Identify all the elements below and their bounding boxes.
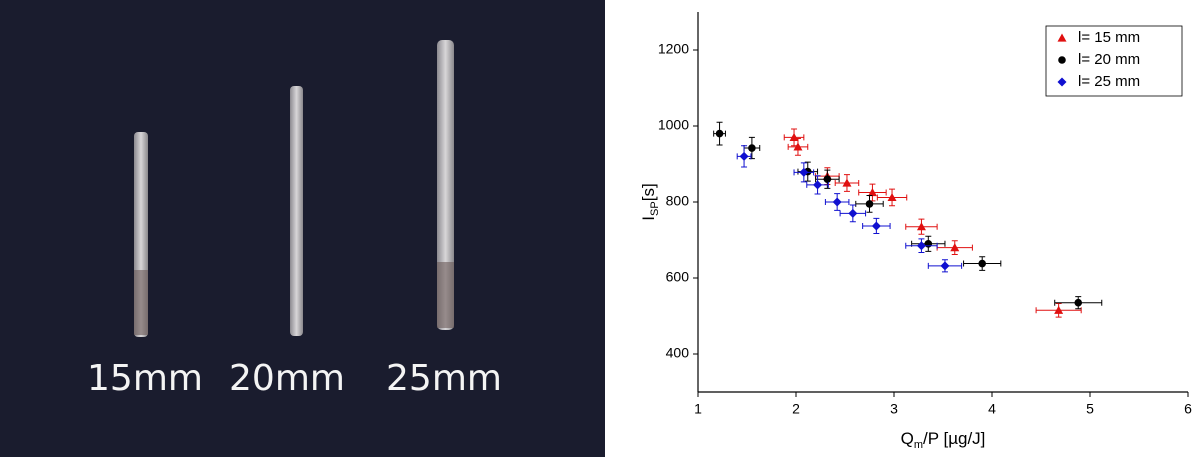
point — [748, 144, 756, 152]
photo: 15mm 20mm 25mm — [0, 0, 605, 457]
point — [1074, 298, 1083, 307]
x-tick-label: 6 — [1184, 401, 1192, 417]
photo-label: 25mm — [386, 358, 502, 399]
point — [799, 167, 809, 177]
point — [842, 178, 852, 187]
x-tick-label: 2 — [792, 401, 800, 417]
photo-label: 15mm — [87, 358, 203, 399]
point — [950, 243, 960, 252]
point — [793, 142, 803, 151]
label-part: [s] — [639, 183, 658, 201]
point — [739, 151, 749, 161]
label-part: /P [µg/J] — [923, 429, 985, 448]
point — [832, 197, 842, 207]
legend-label: l= 15 mm — [1078, 29, 1140, 46]
rod-tip — [134, 270, 148, 335]
rod — [437, 40, 454, 330]
point — [813, 180, 823, 190]
label-sub: m — [914, 439, 923, 451]
legend-box — [1045, 25, 1183, 97]
legend-marker — [1057, 77, 1067, 87]
point — [1054, 305, 1064, 314]
x-axis-label: Qm/P [µg/J] — [901, 429, 986, 450]
point — [823, 175, 832, 183]
legend-marker — [1057, 33, 1067, 42]
x-tick-label: 1 — [694, 401, 702, 417]
x-tick-label: 4 — [988, 401, 996, 417]
point — [871, 221, 881, 231]
legend-label: l= 25 mm — [1078, 73, 1140, 90]
label-part: I — [639, 216, 658, 221]
point — [887, 192, 897, 202]
y-tick-label: 800 — [666, 193, 690, 209]
legend-label: l= 20 mm — [1078, 51, 1140, 68]
point — [940, 261, 950, 271]
x-tick-label: 3 — [890, 401, 898, 417]
rod-tip — [437, 262, 454, 328]
x-tick-label: 5 — [1086, 401, 1094, 417]
y-tick-label: 1200 — [658, 41, 689, 57]
photo-label: 20mm — [229, 358, 345, 399]
point — [916, 241, 926, 251]
label-part: Q — [901, 429, 914, 448]
point — [865, 200, 874, 208]
y-tick-label: 600 — [666, 269, 690, 285]
point — [916, 222, 926, 231]
y-tick-label: 400 — [666, 345, 690, 361]
point — [924, 240, 933, 248]
legend-marker — [1058, 56, 1066, 64]
label-sub: SP — [649, 201, 661, 216]
point — [867, 188, 877, 197]
rod — [290, 86, 303, 336]
point — [978, 259, 986, 268]
point — [848, 208, 858, 218]
y-tick-label: 1000 — [658, 117, 689, 133]
y-axis-label: ISP[s] — [639, 183, 660, 220]
point — [715, 129, 724, 138]
